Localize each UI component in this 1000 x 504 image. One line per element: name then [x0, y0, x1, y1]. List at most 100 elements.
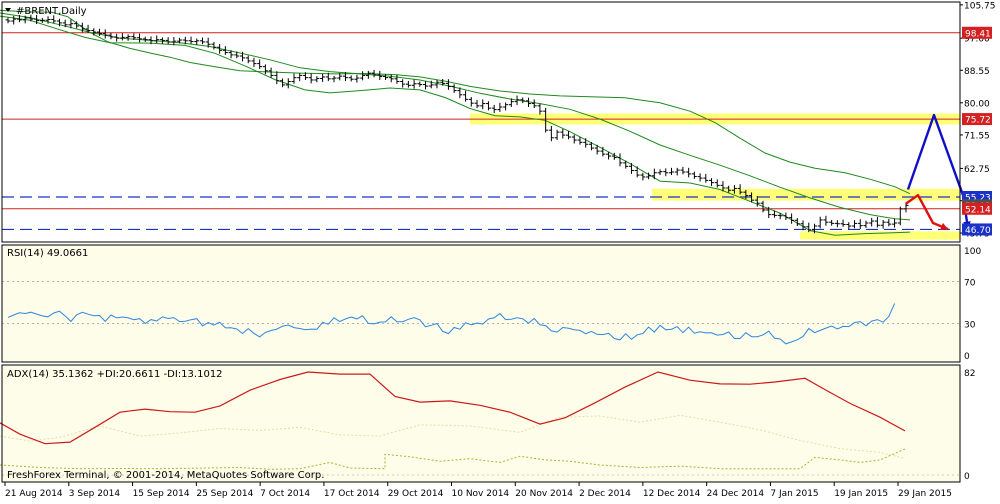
- price-bar[interactable]: [434, 79, 440, 89]
- price-bar[interactable]: [268, 67, 274, 78]
- price-bar[interactable]: [131, 33, 137, 41]
- price-bar[interactable]: [640, 172, 646, 181]
- price-bar[interactable]: [148, 36, 154, 45]
- price-bar[interactable]: [228, 50, 234, 59]
- price-bar[interactable]: [68, 19, 74, 29]
- price-bar[interactable]: [119, 33, 125, 41]
- price-bar[interactable]: [543, 107, 549, 133]
- price-bar[interactable]: [731, 185, 737, 194]
- price-bar[interactable]: [749, 192, 755, 203]
- price-bar[interactable]: [600, 146, 606, 157]
- price-bar[interactable]: [320, 73, 326, 82]
- price-bar[interactable]: [457, 87, 463, 99]
- price-bar[interactable]: [245, 55, 251, 64]
- price-bar[interactable]: [142, 36, 148, 42]
- price-bar[interactable]: [182, 36, 188, 45]
- price-bar[interactable]: [102, 29, 108, 39]
- price-bar[interactable]: [726, 185, 732, 193]
- price-bar[interactable]: [394, 74, 400, 84]
- price-bar[interactable]: [771, 210, 777, 218]
- price-bar[interactable]: [97, 28, 103, 36]
- price-bar[interactable]: [291, 73, 297, 84]
- price-bar[interactable]: [617, 153, 623, 167]
- price-bar[interactable]: [628, 163, 634, 174]
- price-bar[interactable]: [806, 222, 812, 233]
- price-bar[interactable]: [5, 17, 11, 24]
- price-bar[interactable]: [760, 200, 766, 213]
- price-bar[interactable]: [789, 213, 795, 224]
- price-bar[interactable]: [863, 220, 869, 228]
- price-bar[interactable]: [623, 160, 629, 169]
- price-bar[interactable]: [657, 169, 663, 176]
- price-bar[interactable]: [125, 34, 131, 41]
- price-bar[interactable]: [262, 64, 268, 75]
- price-bar[interactable]: [840, 219, 846, 227]
- price-bar[interactable]: [537, 103, 543, 115]
- price-bar[interactable]: [251, 57, 257, 68]
- price-bar[interactable]: [440, 79, 446, 86]
- price-bar[interactable]: [560, 128, 566, 139]
- price-bar[interactable]: [754, 195, 760, 207]
- price-bar[interactable]: [16, 14, 22, 23]
- price-bar[interactable]: [874, 216, 880, 228]
- price-bar[interactable]: [474, 99, 480, 109]
- price-bar[interactable]: [383, 74, 389, 80]
- price-bar[interactable]: [766, 206, 772, 219]
- price-bar[interactable]: [85, 24, 91, 33]
- price-bar[interactable]: [314, 76, 320, 83]
- price-bar[interactable]: [45, 16, 51, 24]
- price-bar[interactable]: [829, 219, 835, 226]
- price-bar[interactable]: [377, 70, 383, 80]
- price-bar[interactable]: [354, 74, 360, 83]
- price-bar[interactable]: [880, 219, 886, 229]
- price-bar[interactable]: [503, 102, 509, 111]
- price-bar[interactable]: [28, 14, 34, 22]
- price-bar[interactable]: [388, 74, 394, 83]
- price-bar[interactable]: [108, 32, 114, 40]
- forecast-down-path[interactable]: [905, 194, 949, 231]
- price-bar[interactable]: [325, 72, 331, 82]
- price-bar[interactable]: [548, 125, 554, 142]
- price-bar[interactable]: [777, 213, 783, 220]
- price-bar[interactable]: [680, 166, 686, 175]
- price-bar[interactable]: [857, 219, 863, 230]
- price-bar[interactable]: [720, 181, 726, 192]
- price-bar[interactable]: [274, 71, 280, 85]
- price-bar[interactable]: [137, 33, 143, 43]
- price-bar[interactable]: [188, 36, 194, 44]
- price-bar[interactable]: [800, 220, 806, 231]
- price-bar[interactable]: [234, 51, 240, 59]
- price-bar[interactable]: [199, 37, 205, 45]
- price-bar[interactable]: [834, 220, 840, 228]
- price-bar[interactable]: [348, 75, 354, 82]
- price-bar[interactable]: [194, 38, 200, 45]
- price-bar[interactable]: [222, 46, 228, 55]
- price-bar[interactable]: [703, 173, 709, 183]
- price-badge[interactable]: 98.41: [962, 26, 992, 40]
- price-bar[interactable]: [51, 15, 57, 24]
- price-bar[interactable]: [285, 78, 291, 89]
- price-bar[interactable]: [583, 138, 589, 148]
- price-bar[interactable]: [165, 37, 171, 45]
- price-bar[interactable]: [417, 81, 423, 87]
- price-bar[interactable]: [651, 168, 657, 180]
- price-bar[interactable]: [74, 21, 80, 29]
- price-bar[interactable]: [709, 178, 715, 187]
- price-bar[interactable]: [22, 15, 28, 24]
- price-bar[interactable]: [177, 37, 183, 44]
- price-bar[interactable]: [154, 35, 160, 44]
- price-bar[interactable]: [697, 173, 703, 182]
- price-bar[interactable]: [217, 44, 223, 54]
- price-bar[interactable]: [297, 73, 303, 82]
- price-bar[interactable]: [205, 37, 211, 48]
- price-bar[interactable]: [445, 79, 451, 90]
- price-bar[interactable]: [852, 220, 858, 229]
- price-bar[interactable]: [577, 136, 583, 145]
- price-bar[interactable]: [783, 212, 789, 220]
- price-bar[interactable]: [371, 69, 377, 78]
- price-bar[interactable]: [240, 51, 246, 62]
- price-bar[interactable]: [114, 33, 120, 42]
- price-bar[interactable]: [869, 217, 875, 227]
- price-bar[interactable]: [360, 71, 366, 81]
- price-bar[interactable]: [691, 171, 697, 179]
